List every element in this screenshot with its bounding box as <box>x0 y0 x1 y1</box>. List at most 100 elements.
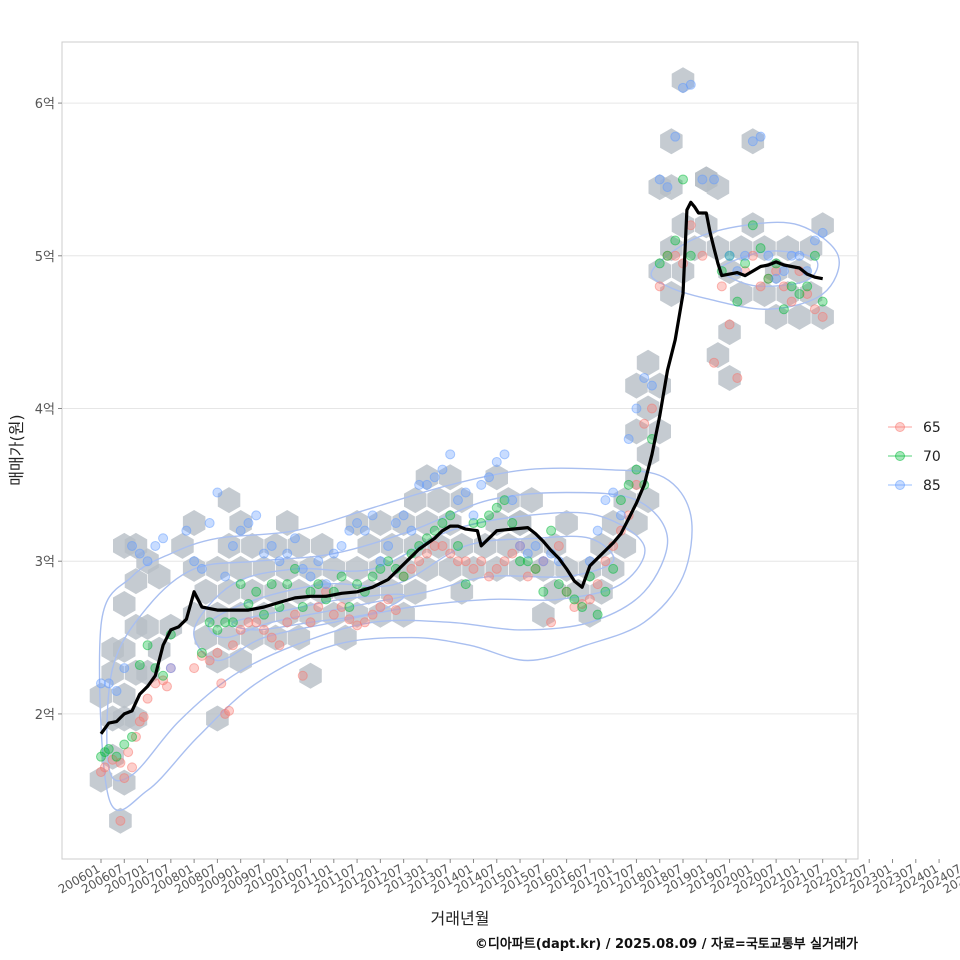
scatter-point-65 <box>460 556 471 567</box>
scatter-point-85 <box>740 250 751 261</box>
scatter-point-85 <box>111 686 122 697</box>
scatter-point-65 <box>732 372 743 383</box>
scatter-point-65 <box>522 571 533 582</box>
scatter-point-65 <box>216 678 227 689</box>
scatter-point-70 <box>243 598 254 609</box>
scatter-point-85 <box>243 518 254 529</box>
scatter-point-70 <box>367 571 378 582</box>
hexbin-cell <box>124 568 148 595</box>
y-tick-label: 3억 <box>35 555 55 570</box>
scatter-point-85 <box>313 556 324 567</box>
scatter-point-85 <box>274 556 285 567</box>
scatter-point-65 <box>484 571 494 582</box>
hexbin-cell <box>229 510 252 536</box>
scatter-point-85 <box>344 525 355 536</box>
hexbin-cell <box>438 555 462 582</box>
scatter-point-70 <box>142 640 153 651</box>
scatter-point-85 <box>452 495 463 506</box>
scatter-point-70 <box>344 602 355 613</box>
scatter-point-65 <box>437 540 448 551</box>
scatter-point-70 <box>732 296 743 307</box>
scatter-point-85 <box>103 678 114 689</box>
hexbin-cell <box>695 166 718 193</box>
scatter-point-85 <box>771 273 782 284</box>
hexbin-cell <box>532 601 555 628</box>
scatter-point-85 <box>507 495 518 506</box>
hexbin-cell <box>671 212 695 239</box>
scatter-point-70 <box>235 579 246 590</box>
scatter-point-85 <box>697 174 708 185</box>
hexbin-cell <box>217 487 241 514</box>
scatter-point-85 <box>375 556 386 567</box>
hexbin-cell <box>788 303 811 330</box>
x-axis-title: 거래년월 <box>431 909 490 928</box>
scatter-point-85 <box>352 518 363 529</box>
hexbin-cell <box>194 578 217 605</box>
scatter-point-70 <box>476 518 487 529</box>
scatter-point-85 <box>290 533 300 544</box>
scatter-point-70 <box>336 571 347 582</box>
scatter-point-65 <box>802 288 813 299</box>
scatter-point-85 <box>755 131 766 142</box>
scatter-point-85 <box>235 525 246 536</box>
scatter-point-85 <box>437 464 448 475</box>
scatter-point-85 <box>212 487 223 498</box>
scatter-point-85 <box>398 510 409 521</box>
hexbin-cell <box>741 128 765 155</box>
scatter-point-85 <box>499 449 510 460</box>
scatter-point-70 <box>538 586 549 597</box>
scatter-point-85 <box>297 563 308 574</box>
hexbin-cell <box>252 555 276 582</box>
scatter-point-70 <box>134 660 145 671</box>
hexbin-cell <box>636 349 660 376</box>
scatter-point-70 <box>569 594 580 605</box>
scatter-point-85 <box>359 525 370 536</box>
scatter-point-85 <box>763 250 774 261</box>
hexbin-cell <box>753 281 776 307</box>
legend: 65 70 85 <box>888 420 941 494</box>
hexbin-cell <box>194 624 217 651</box>
scatter-point-85 <box>522 548 533 559</box>
scatter-point-65 <box>243 617 254 628</box>
hexbin-cell <box>718 319 741 346</box>
scatter-point-65 <box>344 614 355 625</box>
scatter-point-65 <box>786 296 797 307</box>
scatter-point-65 <box>546 617 557 628</box>
scatter-point-65 <box>468 563 479 574</box>
scatter-point-85 <box>383 540 394 551</box>
hexbin-cell <box>276 555 299 582</box>
scatter-point-65 <box>359 617 370 628</box>
scatter-point-65 <box>258 624 269 635</box>
scatter-point-85 <box>786 250 797 261</box>
scatter-point-65 <box>282 617 293 628</box>
density-contour-layer <box>98 221 840 812</box>
scatter-point-70 <box>258 609 269 620</box>
scatter-point-65 <box>670 250 681 261</box>
scatter-point-85 <box>747 136 758 147</box>
scatter-point-70 <box>786 281 797 292</box>
scatter-point-65 <box>577 598 588 609</box>
scatter-point-85 <box>220 571 231 582</box>
hexbin-cell <box>427 487 450 514</box>
scatter-point-70 <box>499 495 510 506</box>
density-contour <box>207 535 615 639</box>
scatter-point-65 <box>592 579 603 590</box>
scatter-point-65 <box>445 548 456 559</box>
scatter-point-70 <box>507 518 518 529</box>
scatter-point-65 <box>755 281 766 292</box>
scatter-point-70 <box>103 744 114 755</box>
scatter-point-70 <box>530 563 541 574</box>
scatter-point-85 <box>600 495 611 506</box>
scatter-point-65 <box>646 403 657 414</box>
hexbin-cell <box>345 555 369 582</box>
hexbin-cell <box>601 510 625 536</box>
scatter-point-70 <box>623 479 634 490</box>
hexbin-cell <box>450 532 474 559</box>
plot-panel <box>61 41 859 860</box>
scatter-point-85 <box>662 182 673 193</box>
scatter-point-70 <box>608 563 619 574</box>
scatter-point-65 <box>639 418 650 429</box>
scatter-point-70 <box>251 586 262 597</box>
hexbin-cell <box>310 532 334 559</box>
scatter-point-85 <box>367 510 378 521</box>
